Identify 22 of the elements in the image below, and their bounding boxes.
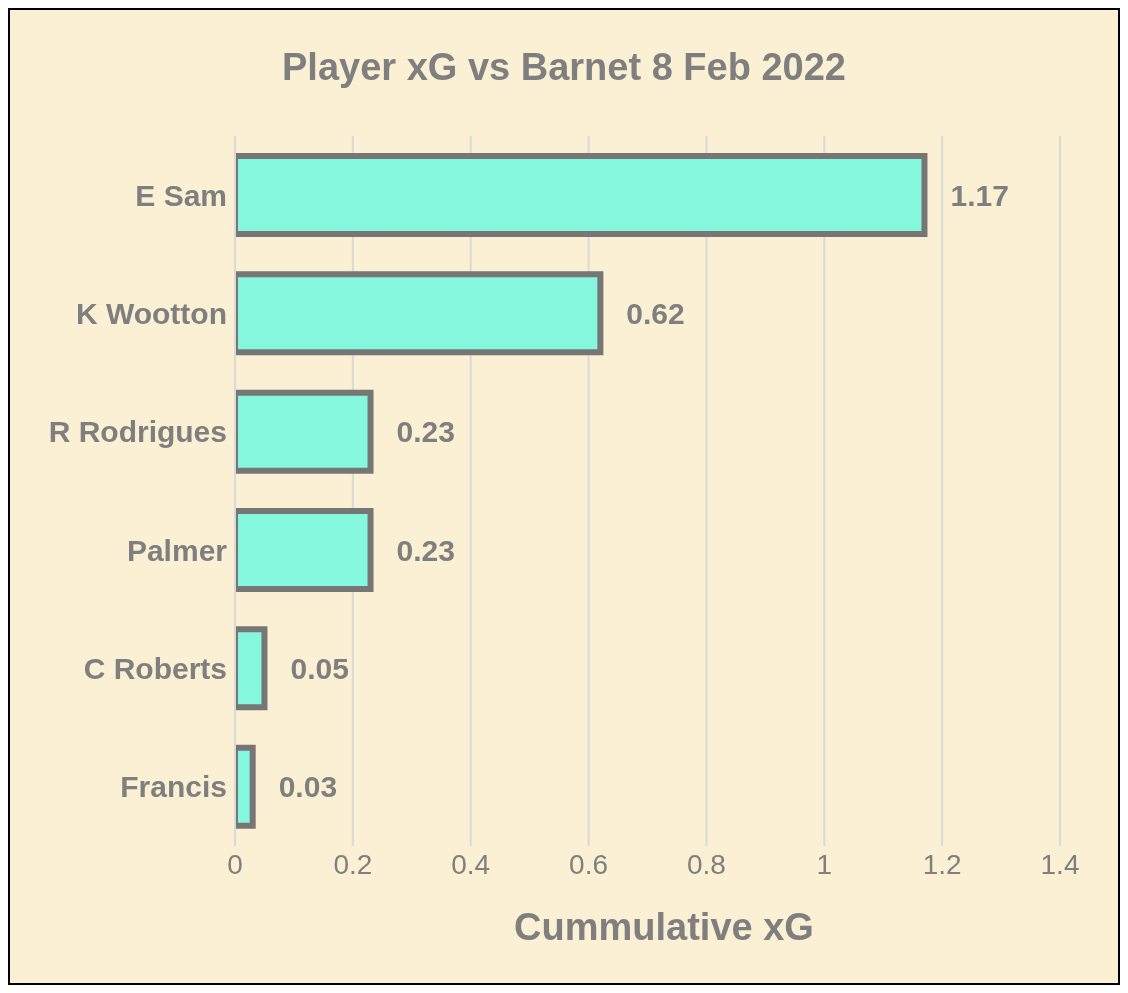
x-tick-label: 0.4 xyxy=(451,848,491,880)
x-tick-label: 0 xyxy=(227,848,243,880)
x-tick-label: 1 xyxy=(816,848,833,880)
y-tick-label: C Roberts xyxy=(83,652,227,686)
data-label: 1.17 xyxy=(950,178,1009,212)
y-tick-label: E Sam xyxy=(135,178,227,212)
data-label: 0.05 xyxy=(290,651,349,685)
x-tick-label: 0.2 xyxy=(333,848,373,880)
data-label: 0.03 xyxy=(278,770,338,804)
data-label: 0.23 xyxy=(396,533,455,567)
y-tick-label: R Rodrigues xyxy=(48,415,227,449)
y-tick-label: K Wootton xyxy=(75,297,227,331)
x-tick-label: 0.6 xyxy=(569,848,609,880)
chart-title: Player xG vs Barnet 8 Feb 2022 xyxy=(281,45,847,90)
data-label: 0.62 xyxy=(626,296,685,330)
x-tick-label: 1.2 xyxy=(922,848,962,880)
data-label: 0.23 xyxy=(396,415,455,449)
x-axis-title: Cummulative xG xyxy=(513,906,815,949)
x-tick-label: 1.4 xyxy=(1040,848,1080,880)
y-tick-label: Palmer xyxy=(126,533,228,567)
x-tick-label: 0.8 xyxy=(686,848,726,880)
y-tick-label: Francis xyxy=(120,770,227,804)
